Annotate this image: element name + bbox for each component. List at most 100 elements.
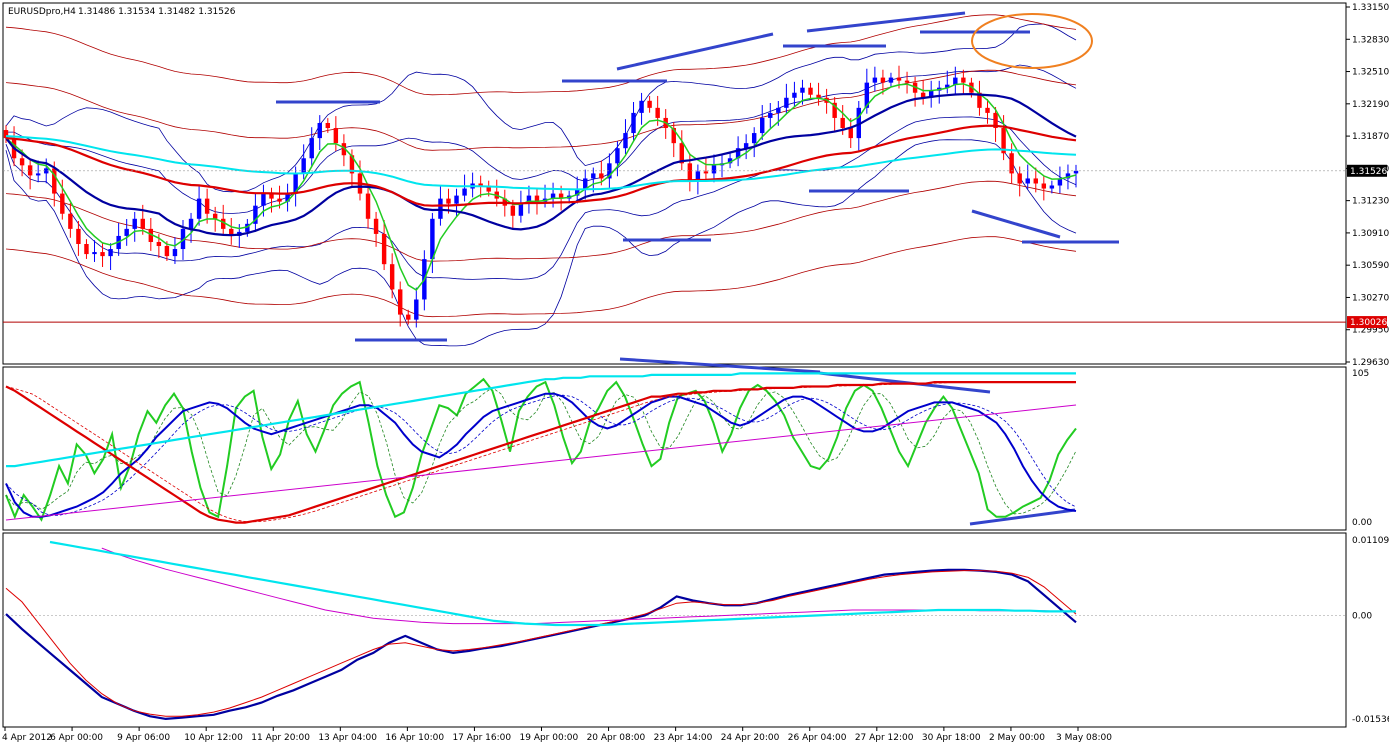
price-axis-label: 1.31230	[1352, 197, 1389, 207]
candle-body	[60, 193, 65, 214]
candle-body	[277, 198, 282, 202]
candle-body	[446, 198, 451, 204]
candle-body	[776, 107, 781, 113]
candle-body	[381, 233, 387, 265]
candle-body	[840, 117, 845, 129]
candle-body	[816, 94, 821, 98]
price-axis-label: 1.33150	[1352, 3, 1389, 13]
candle-body	[1073, 170, 1079, 174]
time-axis-label: 3 May 08:00	[1056, 733, 1112, 743]
candle-body	[888, 77, 894, 83]
stoch-series-3	[5, 381, 1076, 524]
bollinger-upper-2	[5, 23, 1077, 193]
candle-body	[35, 173, 41, 176]
candle-body	[591, 173, 596, 179]
stoch-axis-label-top: 105	[1352, 369, 1369, 379]
level-tag	[1347, 316, 1387, 329]
macd-axis-label-top: 0.01109	[1352, 536, 1389, 546]
macd-axis-label-zero: 0.00	[1352, 611, 1372, 621]
candle-body	[462, 188, 467, 196]
current-price-tag-label: 1.31526	[1350, 167, 1387, 177]
candle-body	[52, 168, 57, 194]
price-axis-label: 1.32510	[1352, 68, 1389, 78]
candle-body	[631, 112, 636, 134]
price-axis-label: 1.30590	[1352, 261, 1389, 271]
candle-body	[132, 218, 137, 229]
candle-body	[864, 82, 870, 108]
time-axis-label: 16 Apr 10:00	[385, 733, 444, 743]
candle-body	[928, 90, 934, 98]
candle-body	[727, 158, 733, 164]
stoch-series-4	[6, 372, 1076, 468]
candle-body	[599, 173, 604, 179]
candle-body	[3, 130, 9, 139]
candle-body	[623, 133, 628, 149]
time-axis-label: 17 Apr 16:00	[452, 733, 511, 743]
candle-body	[397, 289, 403, 315]
candle-body	[108, 249, 113, 257]
time-axis-label: 27 Apr 12:00	[855, 733, 914, 743]
macd-series-1	[5, 568, 1077, 721]
candle-body	[784, 97, 789, 108]
candle-body	[229, 228, 234, 236]
trendline-falling-1	[971, 209, 1061, 239]
candle-body	[768, 112, 773, 118]
candle-body	[832, 102, 837, 118]
candle-body	[848, 128, 853, 139]
macd-panel	[2, 532, 1347, 728]
candle-body	[687, 163, 693, 182]
candle-body	[703, 171, 709, 174]
candle-body	[196, 198, 202, 219]
price-axis-label: 1.31870	[1352, 132, 1389, 142]
candle-body	[526, 195, 532, 204]
time-axis-label: 11 Apr 20:00	[251, 733, 310, 743]
trendline-rising-1	[616, 32, 774, 71]
chart-header-symbol: EURUSDpro,H4	[8, 7, 76, 17]
candle-body	[880, 77, 886, 83]
macd-series-4	[49, 540, 1076, 627]
macd-axis-label-bottom: -0.01536	[1352, 715, 1389, 725]
candle-body	[172, 249, 178, 257]
candle-body	[430, 218, 435, 260]
candle-body	[639, 100, 644, 113]
candle-body	[221, 218, 226, 229]
stoch-axis-label-bottom: 0.00	[1352, 518, 1372, 528]
candle-body	[349, 155, 355, 174]
candle-body	[44, 168, 49, 174]
bollinger-lower-2	[5, 139, 1077, 347]
candle-body	[180, 228, 186, 250]
candle-body	[478, 183, 483, 186]
time-axis-label: 24 Apr 20:00	[721, 733, 780, 743]
candle-body	[285, 193, 290, 202]
candle-body	[84, 244, 89, 255]
price-axis-label: 1.32830	[1352, 35, 1389, 45]
current-price-tag	[1347, 164, 1387, 177]
candle-body	[607, 163, 612, 179]
trendline-divergence-price	[619, 357, 821, 374]
ma-cyan-line	[5, 135, 1077, 191]
candle-body	[454, 195, 459, 204]
candle-body	[148, 228, 154, 242]
time-axis-label: 19 Apr 00:00	[520, 733, 579, 743]
candle-body	[1065, 173, 1071, 179]
candle-body	[945, 84, 950, 88]
candle-body	[1057, 178, 1063, 186]
candle-body	[309, 138, 314, 159]
candle-body	[671, 128, 676, 144]
price-axis-label: 1.29950	[1352, 326, 1389, 336]
candle-body	[1041, 183, 1047, 189]
candle-body	[486, 185, 491, 192]
candle-body	[679, 143, 685, 164]
level-tag-label: 1.30026	[1350, 318, 1387, 328]
candle-body	[896, 77, 902, 81]
candle-body	[317, 122, 322, 139]
candle-body	[977, 92, 982, 108]
candle-body	[1049, 185, 1055, 189]
time-axis-label: 10 Apr 12:00	[184, 733, 243, 743]
candle-body	[695, 171, 701, 182]
candle-body	[856, 107, 861, 139]
candle-body	[389, 264, 395, 290]
ma-green-line	[5, 83, 1077, 291]
time-axis-label: 20 Apr 08:00	[587, 733, 646, 743]
